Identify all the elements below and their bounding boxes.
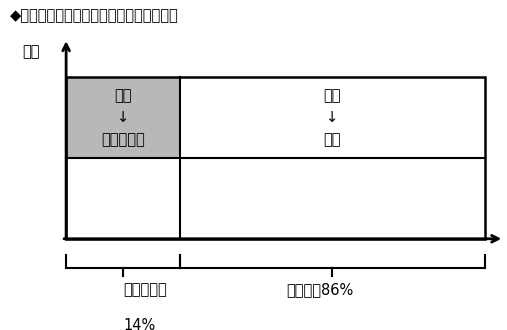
Text: 価格
↓
直接支払い: 価格 ↓ 直接支払い — [101, 88, 145, 147]
Bar — [66, 77, 485, 239]
Text: 14%: 14% — [123, 318, 155, 330]
Text: 関税
↓
撤廃: 関税 ↓ 撤廃 — [323, 88, 341, 147]
Text: 輸入量　86%: 輸入量 86% — [286, 282, 354, 297]
Text: ◆図２　直接支払いと関税による保護の差: ◆図２ 直接支払いと関税による保護の差 — [10, 8, 179, 23]
Text: 価格: 価格 — [22, 44, 40, 59]
Text: 国内生産量: 国内生産量 — [123, 282, 167, 297]
Bar — [66, 77, 180, 158]
